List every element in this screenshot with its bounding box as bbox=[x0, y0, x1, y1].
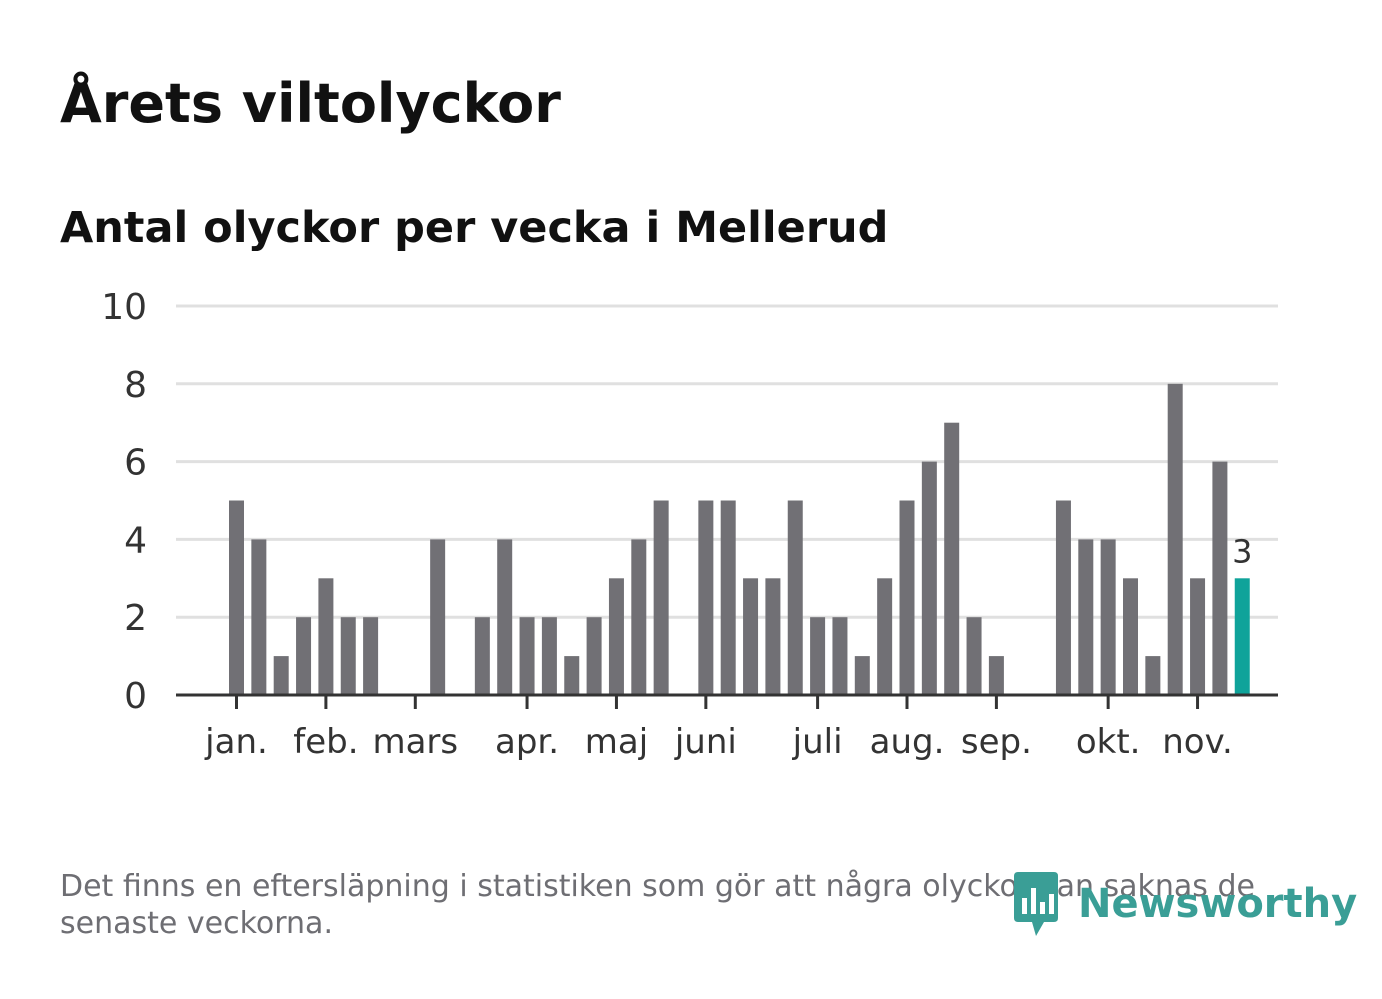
bar-27 bbox=[810, 617, 826, 695]
bar-20 bbox=[653, 500, 669, 695]
bar-44 bbox=[1190, 578, 1206, 695]
bar-18 bbox=[608, 578, 624, 695]
bar-26 bbox=[787, 500, 803, 695]
x-tick-label-10: okt. bbox=[1076, 722, 1141, 762]
bar-33 bbox=[944, 422, 960, 695]
bar-19 bbox=[631, 539, 647, 695]
bar-28 bbox=[832, 617, 848, 695]
x-tick-label-11: nov. bbox=[1162, 722, 1233, 762]
bar-14 bbox=[519, 617, 535, 695]
x-tick-label-2: feb. bbox=[293, 722, 358, 762]
y-tick-label-8: 8 bbox=[124, 365, 147, 406]
y-tick-label-6: 6 bbox=[124, 443, 147, 484]
bar-46 bbox=[1234, 578, 1250, 695]
x-tick-label-1: jan. bbox=[204, 722, 268, 762]
bar-41 bbox=[1123, 578, 1138, 695]
brand-name: Newsworthy bbox=[1078, 881, 1358, 927]
x-tick-label-6: juni bbox=[674, 722, 737, 762]
bar-5 bbox=[318, 578, 334, 695]
bar-15 bbox=[541, 617, 557, 695]
bar-16 bbox=[564, 656, 580, 695]
x-tick-label-4: apr. bbox=[495, 722, 559, 762]
x-tick-label-7: juli bbox=[792, 722, 843, 762]
bar-7 bbox=[363, 617, 379, 695]
bar-24 bbox=[743, 578, 759, 695]
bar-35 bbox=[988, 656, 1004, 695]
bar-12 bbox=[474, 617, 490, 695]
bar-34 bbox=[966, 617, 982, 695]
bar-1 bbox=[229, 500, 244, 695]
bar-value-label: 3 bbox=[1232, 532, 1252, 570]
bar-30 bbox=[877, 578, 893, 695]
x-tick-label-9: sep. bbox=[961, 722, 1032, 762]
bar-43 bbox=[1167, 383, 1183, 695]
chart-subtitle: Antal olyckor per vecka i Mellerud bbox=[60, 203, 889, 253]
newsworthy-brand: Newsworthy bbox=[1010, 868, 1357, 940]
y-tick-label-10: 10 bbox=[101, 287, 147, 328]
bar-23 bbox=[720, 500, 736, 695]
bar-31 bbox=[899, 500, 915, 695]
y-tick-label-4: 4 bbox=[124, 520, 147, 561]
bar-39 bbox=[1078, 539, 1094, 695]
bar-32 bbox=[921, 461, 937, 695]
y-tick-label-2: 2 bbox=[124, 598, 147, 639]
bar-17 bbox=[586, 617, 602, 695]
bar-3 bbox=[273, 656, 289, 695]
bar-40 bbox=[1100, 539, 1116, 695]
bar-10 bbox=[430, 539, 446, 695]
bar-4 bbox=[296, 617, 312, 695]
x-tick-label-3: mars bbox=[372, 722, 458, 762]
y-tick-label-0: 0 bbox=[124, 676, 147, 717]
bar-6 bbox=[340, 617, 356, 695]
bar-25 bbox=[765, 578, 781, 695]
newsworthy-logo-icon bbox=[1014, 872, 1058, 936]
bar-2 bbox=[251, 539, 267, 695]
x-tick-label-5: maj bbox=[585, 722, 648, 762]
bar-13 bbox=[497, 539, 513, 695]
x-tick-label-8: aug. bbox=[870, 722, 945, 762]
bar-45 bbox=[1212, 461, 1228, 695]
bar-22 bbox=[698, 500, 714, 695]
bar-38 bbox=[1055, 500, 1071, 695]
bar-29 bbox=[854, 656, 870, 695]
bar-42 bbox=[1145, 656, 1161, 695]
chart-title: Årets viltolyckor bbox=[60, 72, 561, 135]
